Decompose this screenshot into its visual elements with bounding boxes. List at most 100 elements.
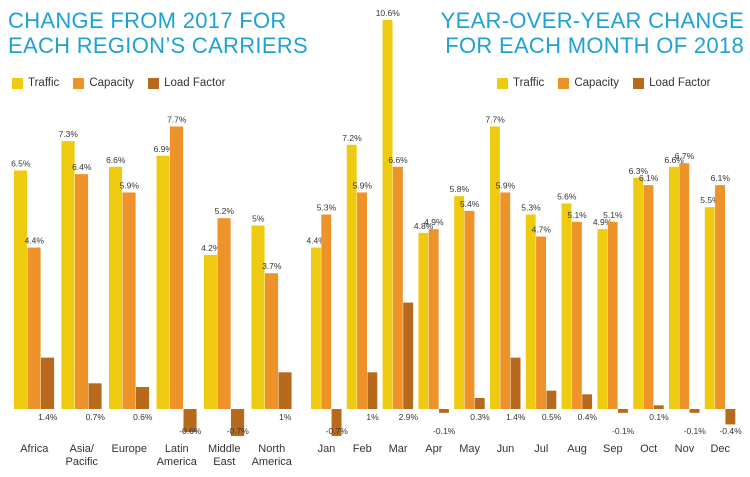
legend-item-traffic: Traffic	[497, 77, 544, 89]
month-value-label-load-factor: -0.7%	[326, 426, 349, 436]
region-category-label: Middle	[208, 443, 240, 455]
month-bar-traffic	[382, 20, 393, 409]
month-value-label-load-factor: -0.4%	[719, 426, 742, 436]
month-bar-load-factor	[331, 409, 342, 436]
region-bar-traffic	[204, 254, 218, 409]
region-value-label-capacity: 5.9%	[120, 180, 140, 190]
region-value-label-load-factor: -0.7%	[227, 426, 250, 436]
region-bar-traffic	[61, 141, 75, 409]
region-value-label-load-factor: 1.4%	[38, 412, 58, 422]
region-value-label-load-factor: 1%	[279, 412, 292, 422]
month-bar-capacity	[321, 214, 332, 409]
right-chart-title: YEAR-OVER-YEAR CHANGE FOR EACH MONTH OF …	[441, 8, 744, 58]
month-category-label: Aug	[567, 443, 587, 455]
month-bar-load-factor	[689, 409, 700, 413]
month-category-label: Jun	[497, 443, 515, 455]
left-chart-title-line-1: CHANGE FROM 2017 FOR	[8, 8, 287, 33]
month-bar-load-factor	[403, 302, 414, 409]
month-bar-load-factor	[653, 405, 664, 409]
month-value-label-traffic: 10.6%	[376, 8, 401, 18]
month-value-label-load-factor: 1%	[366, 412, 379, 422]
legend-item-load-factor: Load Factor	[633, 77, 710, 89]
month-value-label-load-factor: 2.9%	[399, 412, 419, 422]
month-bar-capacity	[357, 192, 367, 409]
month-value-label-traffic: 4.9%	[593, 217, 613, 227]
region-value-label-load-factor: -0.6%	[179, 426, 202, 436]
region-bar-capacity	[27, 247, 41, 409]
month-value-label-traffic: 5.5%	[700, 195, 720, 205]
region-bar-traffic	[14, 170, 28, 409]
month-category-label: Apr	[425, 443, 442, 455]
month-bar-load-factor	[618, 409, 628, 413]
month-value-label-capacity: 5.4%	[460, 199, 480, 209]
region-category-label: Latin	[165, 443, 189, 455]
month-value-label-capacity: 5.9%	[496, 180, 516, 190]
month-bar-traffic	[490, 126, 500, 410]
month-bar-load-factor	[510, 357, 521, 409]
month-bar-load-factor	[474, 397, 485, 409]
legend-swatch-capacity	[73, 77, 85, 89]
month-bar-capacity	[536, 236, 546, 409]
region-bar-capacity	[170, 126, 184, 410]
month-bar-traffic	[669, 166, 679, 409]
legend-swatch-traffic	[12, 77, 23, 89]
month-value-label-load-factor: -0.1%	[684, 426, 707, 436]
region-bar-load-factor	[231, 409, 245, 436]
region-value-label-traffic: 6.5%	[11, 158, 31, 168]
region-value-label-traffic: 6.6%	[106, 155, 126, 165]
legend-swatch-load-factor	[148, 77, 160, 89]
region-value-label-capacity: 6.4%	[72, 162, 92, 172]
month-value-label-traffic: 4.4%	[306, 236, 326, 246]
right-chart-title-line-1: YEAR-OVER-YEAR CHANGE	[440, 8, 744, 33]
region-category-label: East	[213, 456, 235, 468]
month-value-label-load-factor: 0.4%	[578, 412, 598, 422]
month-category-label: Nov	[675, 443, 695, 455]
legend-label-traffic: Traffic	[513, 77, 545, 89]
legend-item-capacity: Capacity	[73, 77, 134, 89]
left-chart-title-line-2: EACH REGION’S CARRIERS	[8, 33, 308, 58]
legend-label-load-factor: Load Factor	[649, 77, 711, 89]
month-bar-capacity	[571, 221, 582, 409]
month-value-label-capacity: 6.6%	[388, 155, 408, 165]
region-value-label-traffic: 7.3%	[59, 129, 79, 139]
month-category-label: Mar	[389, 443, 408, 455]
month-value-label-traffic: 4.8%	[414, 221, 434, 231]
region-bar-traffic	[251, 225, 265, 409]
month-value-label-traffic: 5.8%	[450, 184, 470, 194]
month-value-label-capacity: 5.1%	[603, 210, 623, 220]
region-value-label-traffic: 6.9%	[154, 144, 174, 154]
month-value-label-capacity: 5.9%	[353, 180, 373, 190]
month-bar-capacity	[715, 185, 725, 409]
region-category-label: North	[258, 443, 285, 455]
month-category-label: Jan	[318, 443, 336, 455]
legend-label-capacity: Capacity	[89, 77, 135, 89]
right-chart-legend: Traffic Capacity Load Factor	[497, 77, 724, 89]
month-category-label: Dec	[710, 443, 730, 455]
month-bar-traffic	[561, 203, 572, 409]
region-value-label-load-factor: 0.7%	[86, 412, 106, 422]
month-bar-traffic	[633, 177, 644, 409]
month-value-label-traffic: 5.3%	[521, 203, 541, 213]
region-bar-load-factor	[88, 383, 102, 409]
region-bar-capacity	[75, 174, 89, 409]
month-bar-traffic	[454, 196, 465, 409]
left-chart-legend: Traffic Capacity Load Factor	[12, 77, 239, 89]
month-bar-capacity	[679, 163, 690, 409]
month-value-label-load-factor: -0.1%	[433, 426, 456, 436]
month-bar-capacity	[500, 192, 511, 409]
region-bar-capacity	[122, 192, 136, 409]
month-category-label: Sep	[603, 443, 623, 455]
month-category-label: Oct	[640, 443, 657, 455]
right-chart-title-line-2: FOR EACH MONTH OF 2018	[445, 33, 744, 58]
region-category-label: America	[252, 456, 293, 468]
legend-swatch-traffic	[497, 77, 508, 89]
region-bar-traffic	[156, 155, 170, 409]
region-category-label: Europe	[112, 443, 147, 455]
region-bar-capacity	[217, 218, 231, 409]
month-value-label-capacity: 5.3%	[317, 203, 337, 213]
month-value-label-capacity: 4.9%	[424, 217, 444, 227]
month-bar-load-factor	[546, 390, 557, 409]
month-value-label-capacity: 6.1%	[711, 173, 731, 183]
month-value-label-load-factor: -0.1%	[612, 426, 635, 436]
month-value-label-traffic: 7.2%	[342, 133, 362, 143]
